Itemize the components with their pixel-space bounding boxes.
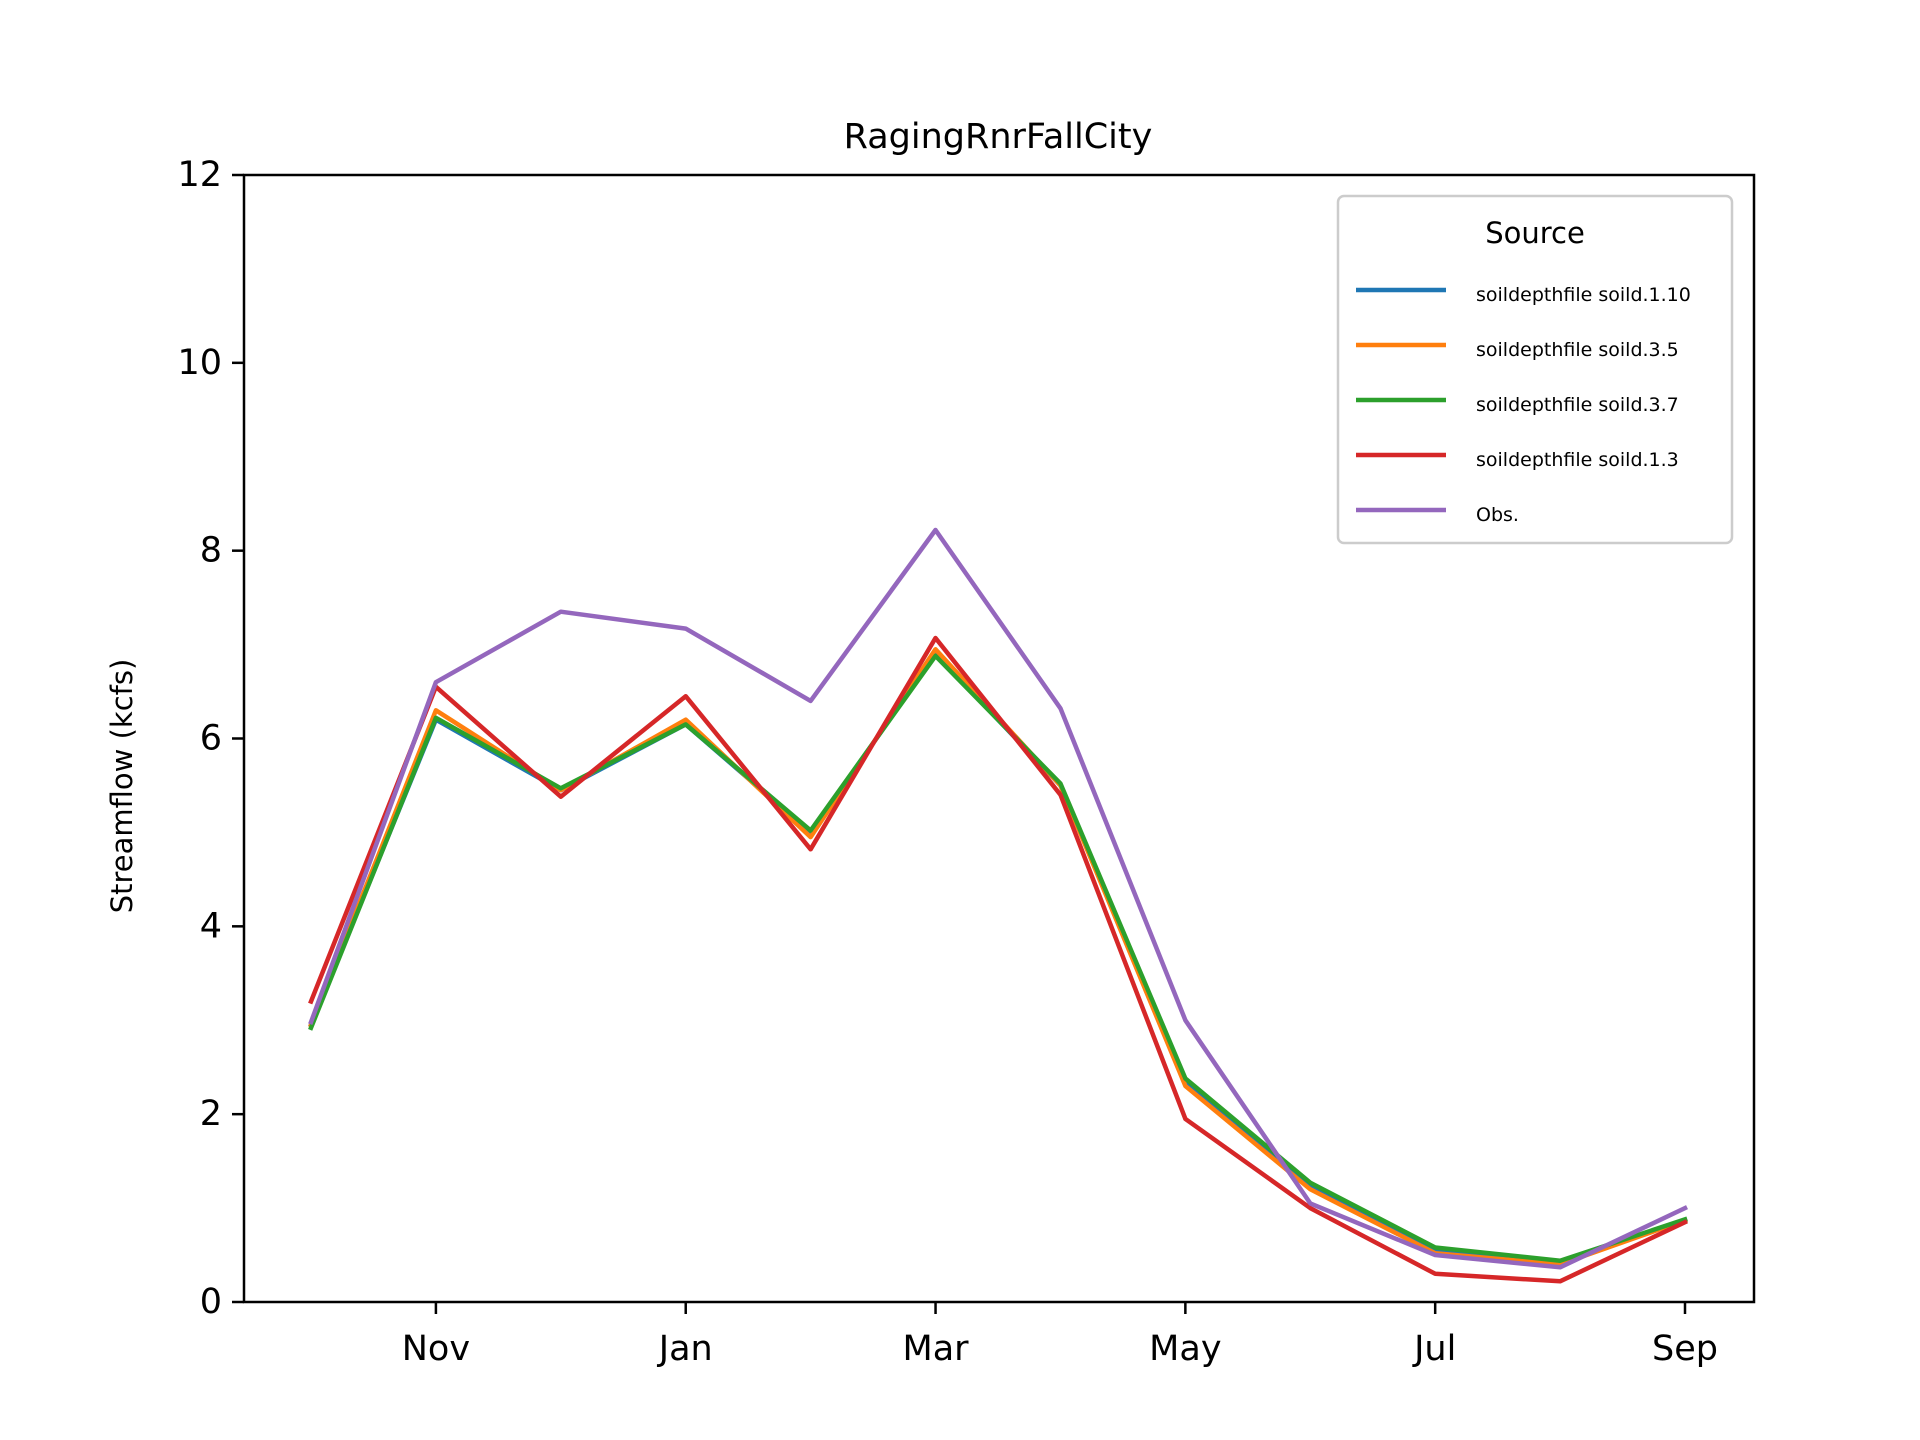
x-tick-label: Mar (903, 1329, 970, 1369)
y-tick-label: 4 (200, 906, 222, 946)
legend: Source soildepthfile soild.1.10soildepth… (1336, 194, 1734, 545)
legend-label: soildepthfile soild.1.3 (1476, 449, 1679, 471)
axes-layer: 0 2 4 6 8 10 12 Nov Jan Mar May Jul Sep (177, 155, 1756, 1369)
y-axis-label: Streamflow (kcfs) (105, 659, 139, 914)
x-tick-label: May (1149, 1329, 1221, 1369)
x-tick-label: Jul (1412, 1329, 1456, 1369)
legend-title: Source (1485, 216, 1585, 250)
series-line-4 (308, 527, 1688, 1270)
legend-label: soildepthfile soild.3.5 (1476, 339, 1679, 361)
legend-label: Obs. (1476, 504, 1519, 526)
series-line-3 (308, 635, 1688, 1284)
legend-label: soildepthfile soild.1.10 (1476, 284, 1691, 306)
legend-entries: soildepthfile soild.1.10 soildepthfile so… (1356, 284, 1691, 526)
y-tick-label: 0 (200, 1282, 222, 1322)
x-tick-label: Jan (657, 1329, 713, 1369)
x-tick-label: Nov (402, 1329, 470, 1369)
y-tick-label: 10 (177, 343, 222, 383)
y-tick-label: 6 (200, 719, 222, 759)
chart-title: RagingRnrFallCity (844, 117, 1153, 157)
y-tick-label: 2 (200, 1094, 222, 1134)
series-layer (308, 527, 1688, 1284)
legend-label: soildepthfile soild.3.7 (1476, 394, 1679, 416)
x-tick-label: Sep (1652, 1329, 1718, 1369)
y-tick-label: 12 (177, 155, 222, 195)
y-tick-label: 8 (200, 531, 222, 571)
